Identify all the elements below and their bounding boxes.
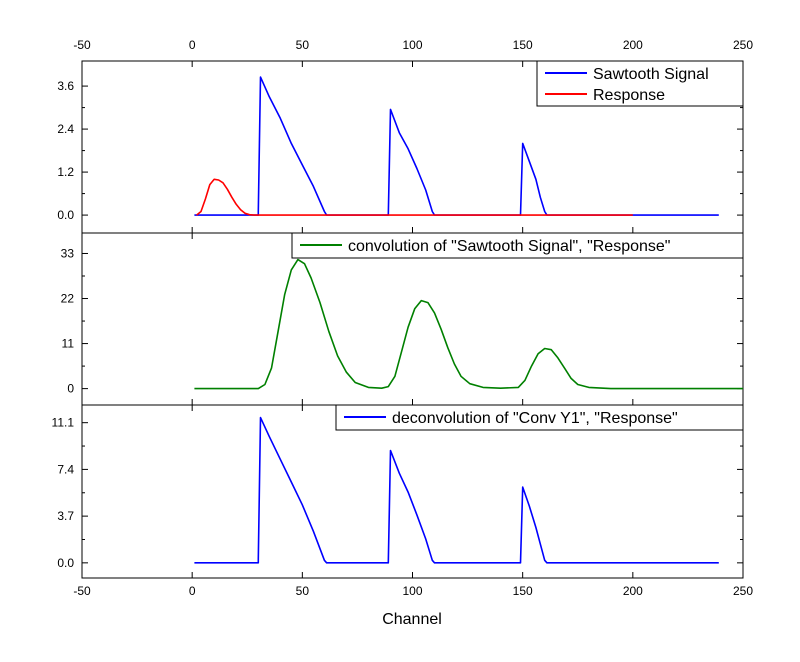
y-tick-label: 3.7 — [57, 509, 74, 523]
bottom-x-tick-label: 0 — [189, 584, 196, 598]
bottom-x-tick-label: 200 — [623, 584, 643, 598]
bottom-x-axis: -50 0 50 100 150 200 250 — [73, 584, 753, 598]
y-tick-label: 0 — [67, 382, 74, 396]
y-tick-label: 0.0 — [57, 556, 74, 570]
y-tick-label: 1.2 — [57, 165, 74, 179]
legend-box — [291, 232, 744, 259]
y-tick-label: 22 — [61, 292, 75, 306]
series-line-3-1 — [194, 416, 719, 564]
top-x-axis: -50 0 50 100 150 200 250 — [73, 38, 753, 52]
top-x-tick-label: 200 — [623, 38, 643, 52]
panel-2: 0 11 22 33 convolution of "Sawtooth Signal",… — [61, 232, 744, 406]
legend-entry: Response — [593, 87, 665, 104]
legend-3: deconvolution of "Conv Y1", "Response" — [335, 404, 744, 431]
bottom-x-tick-label: 50 — [296, 584, 310, 598]
panel-frame — [81, 404, 744, 579]
series-line-1-1 — [194, 76, 719, 216]
y-tick-label: 33 — [61, 246, 75, 260]
top-x-tick-label: 0 — [189, 38, 196, 52]
x-axis-label: Channel — [382, 611, 442, 628]
panel-3: 0.0 3.7 7.4 11.1 deconvolution of "Conv Y1",… — [52, 404, 744, 579]
top-x-tick-label: 150 — [513, 38, 533, 52]
y-tick-label: 7.4 — [57, 462, 74, 476]
legend-1: Sawtooth Signal Response — [536, 60, 744, 107]
bottom-x-tick-label: 150 — [513, 584, 533, 598]
bottom-x-tick-label: -50 — [73, 584, 91, 598]
legend-entry: convolution of "Sawtooth Signal", "Respo… — [348, 238, 670, 255]
y-tick-label: 3.6 — [57, 79, 74, 93]
chart-panels: 0.0 1.2 2.4 3.6 Sawtooth Signal Response 0 11 22… — [52, 60, 744, 579]
y-tick-label: 2.4 — [57, 122, 74, 136]
y-tick-label: 0.0 — [57, 208, 74, 222]
legend-box — [335, 404, 744, 431]
y-tick-label: 11.1 — [52, 416, 75, 430]
panel-frame — [81, 232, 744, 406]
bottom-x-tick-label: 100 — [402, 584, 422, 598]
top-x-tick-label: 100 — [402, 38, 422, 52]
legend-entry: Sawtooth Signal — [593, 66, 709, 83]
panel-1: 0.0 1.2 2.4 3.6 Sawtooth Signal Response — [57, 60, 744, 234]
series-line-2-1 — [194, 258, 743, 390]
bottom-x-tick-label: 250 — [733, 584, 753, 598]
series-line-1-2 — [196, 178, 633, 216]
top-x-tick-label: 50 — [296, 38, 310, 52]
top-x-tick-label: 250 — [733, 38, 753, 52]
legend-box — [536, 60, 744, 107]
top-x-tick-label: -50 — [73, 38, 91, 52]
legend-entry: deconvolution of "Conv Y1", "Response" — [392, 410, 678, 427]
legend-2: convolution of "Sawtooth Signal", "Respo… — [291, 232, 744, 259]
y-tick-label: 11 — [62, 337, 75, 351]
